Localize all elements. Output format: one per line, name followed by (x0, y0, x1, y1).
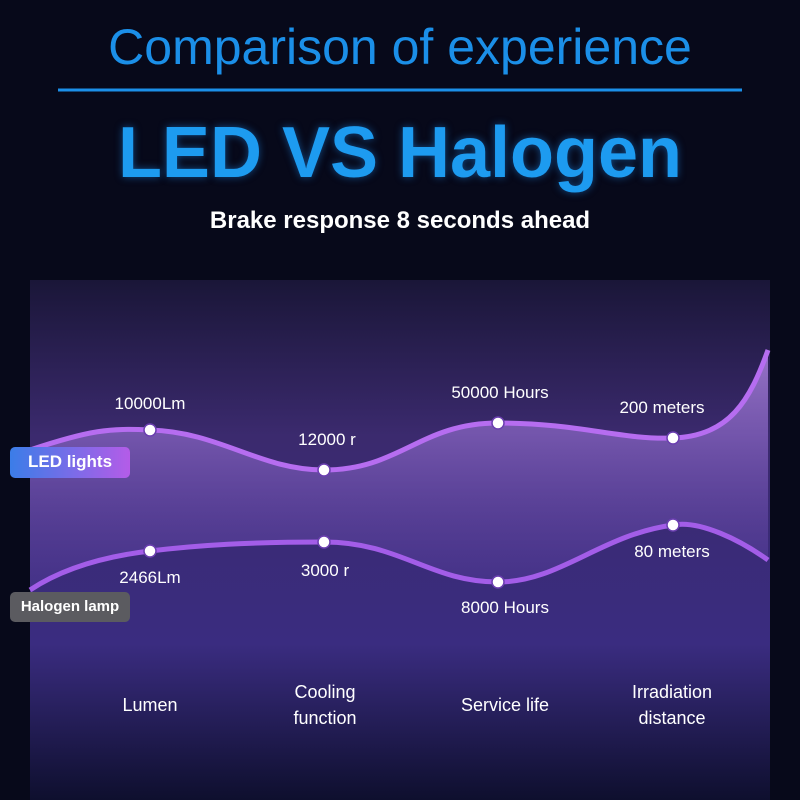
point (666, 431, 680, 445)
point (143, 423, 157, 437)
point-label: 8000 Hours (461, 598, 549, 617)
legend-label: LED lights (27, 452, 113, 471)
point (143, 544, 157, 558)
legend-label: Halogen lamp (20, 598, 120, 615)
point (666, 518, 680, 532)
led-badge (10, 447, 130, 478)
point-label: 80 meters (634, 542, 710, 561)
category-label: Cooling function (293, 682, 357, 728)
point-label: 50000 Hours (451, 383, 549, 402)
halogen-badge (10, 592, 130, 622)
point (491, 575, 505, 589)
title: Comparison of experience (108, 19, 692, 75)
points (143, 416, 680, 589)
curve-area (30, 350, 768, 590)
point-label: 12000 r (298, 430, 356, 449)
point-label: 3000 r (300, 561, 350, 580)
point (317, 535, 331, 549)
category-label: Irradiation distance (631, 682, 713, 728)
category-label: Lumen (122, 695, 178, 715)
category-label: Service life (460, 695, 550, 715)
point-label: 200 meters (619, 398, 705, 417)
point (317, 463, 331, 477)
headline: LED VS Halogen (117, 113, 683, 193)
point-label: 2466Lm (119, 568, 181, 587)
subtitle: Brake response 8 seconds ahead (209, 207, 591, 234)
point-label: 10000Lm (114, 394, 186, 413)
point (491, 416, 505, 430)
